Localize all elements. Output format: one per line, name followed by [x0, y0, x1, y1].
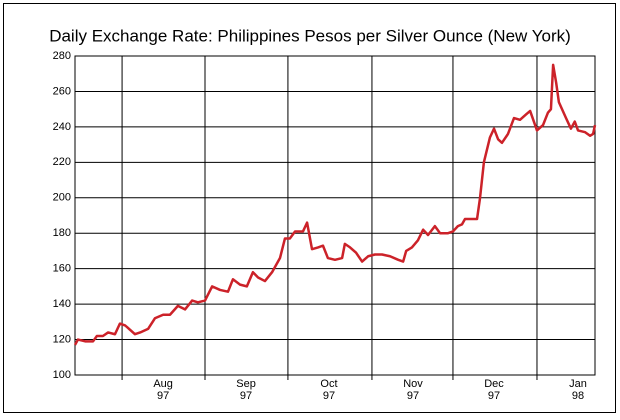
- chart-title: Daily Exchange Rate: Philippines Pesos p…: [49, 26, 571, 45]
- plot-area: [74, 55, 596, 376]
- y-tick-label: 260: [53, 85, 71, 97]
- x-tick-label: Oct: [320, 378, 337, 390]
- y-tick-label: 120: [53, 333, 71, 345]
- y-tick-label: 220: [53, 156, 71, 168]
- x-tick-year: 97: [240, 390, 252, 402]
- x-tick-label: Jan: [569, 378, 587, 390]
- y-tick-label: 140: [53, 298, 71, 310]
- y-tick-label: 240: [53, 121, 71, 133]
- data-line: [73, 63, 597, 346]
- y-tick-label: 160: [53, 263, 71, 275]
- y-tick-label: 200: [53, 192, 71, 204]
- x-tick-year: 98: [572, 390, 584, 402]
- y-tick-label: 180: [53, 227, 71, 239]
- x-tick-label: Sep: [236, 378, 256, 390]
- x-tick-label: Dec: [484, 378, 504, 390]
- y-tick-label: 100: [53, 369, 71, 381]
- y-tick-label: 280: [53, 50, 71, 62]
- x-tick-label: Nov: [403, 378, 423, 390]
- x-tick-year: 97: [488, 390, 500, 402]
- x-tick-year: 97: [323, 390, 335, 402]
- x-tick-year: 97: [407, 390, 419, 402]
- x-tick-label: Aug: [153, 378, 173, 390]
- x-tick-year: 97: [157, 390, 169, 402]
